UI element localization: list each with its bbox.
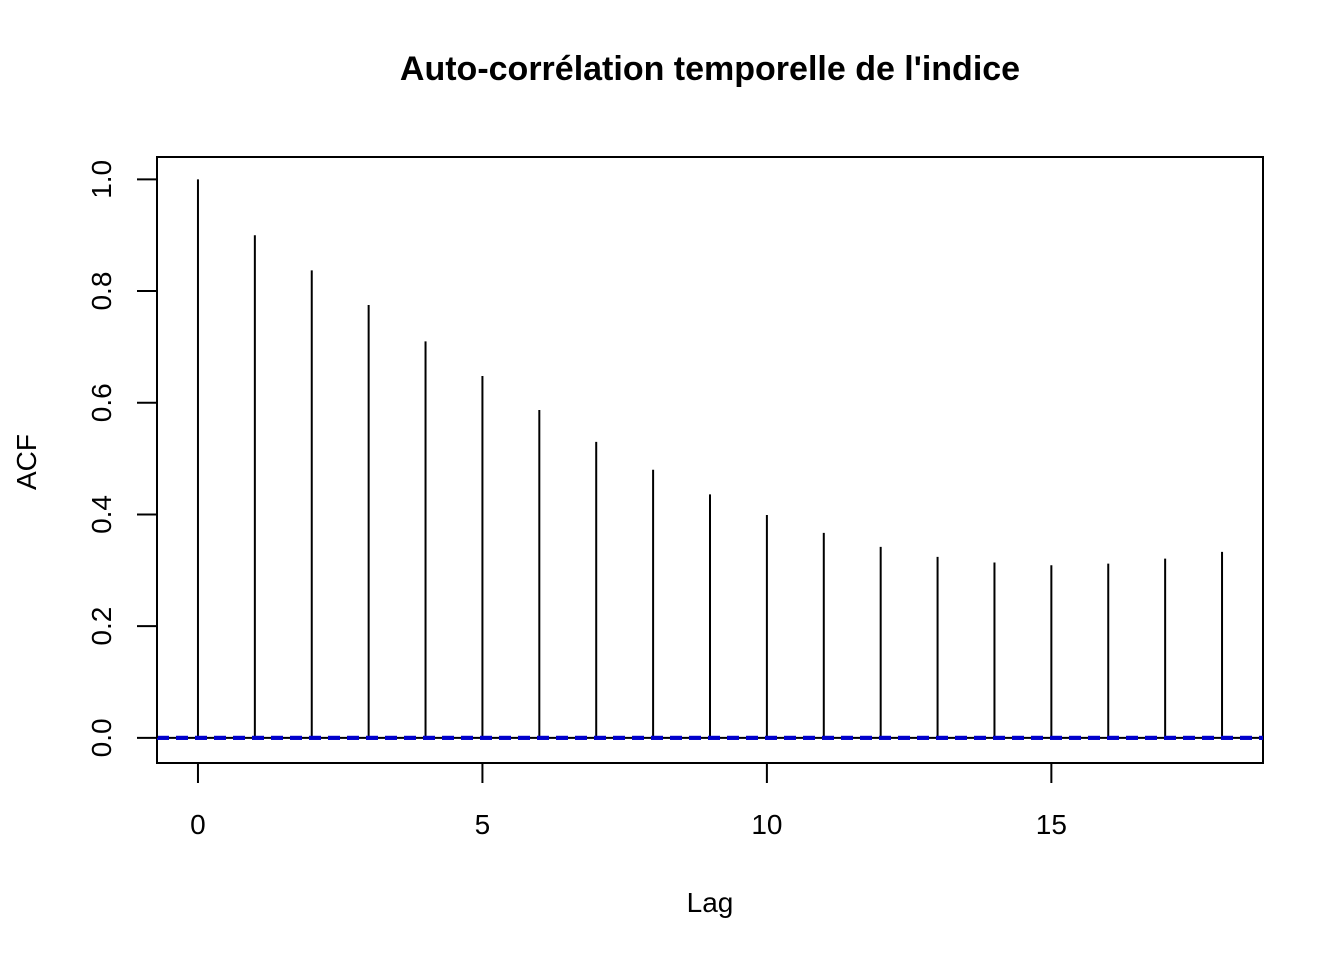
chart-title: Auto-corrélation temporelle de l'indice (400, 50, 1020, 88)
y-axis: 0.0 0.2 0.4 0.6 0.8 1.0 (86, 160, 158, 757)
x-tick-label: 0 (190, 809, 206, 840)
y-tick-label: 0.6 (86, 383, 117, 422)
acf-stems (196, 179, 1224, 738)
y-axis-label: ACF (11, 434, 42, 490)
y-tick-label: 1.0 (86, 160, 117, 199)
x-tick-label: 10 (751, 809, 782, 840)
x-tick-label: 15 (1036, 809, 1067, 840)
y-tick-label: 0.4 (86, 495, 117, 534)
plot-area (156, 156, 1264, 764)
x-tick-label: 5 (475, 809, 491, 840)
y-tick-label: 0.8 (86, 272, 117, 311)
y-tick-label: 0.0 (86, 718, 117, 757)
y-tick-label: 0.2 (86, 607, 117, 646)
x-axis: 0 5 10 15 (190, 762, 1067, 840)
x-axis-label: Lag (687, 887, 734, 918)
